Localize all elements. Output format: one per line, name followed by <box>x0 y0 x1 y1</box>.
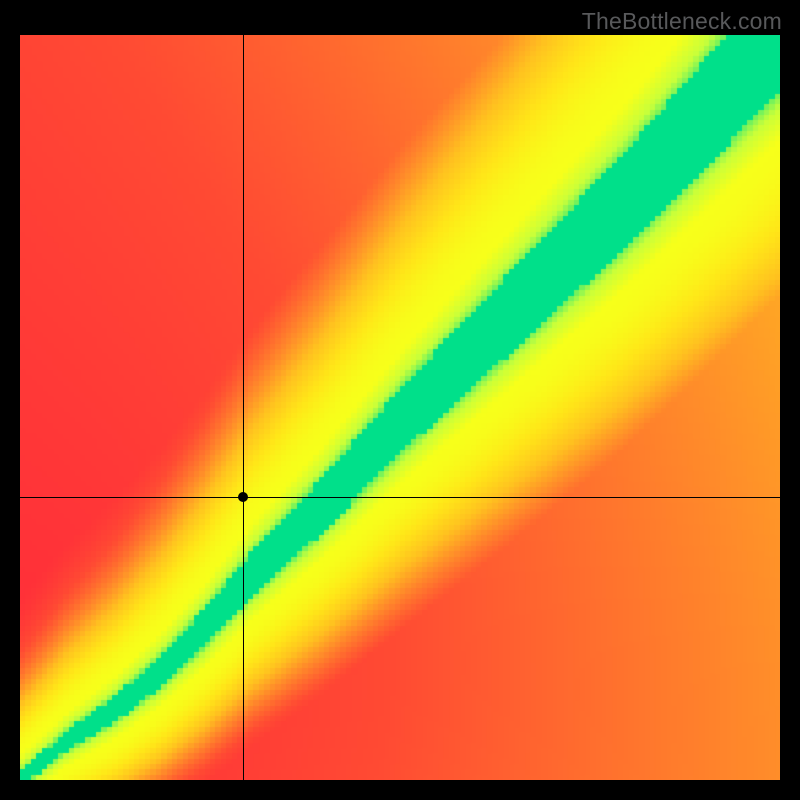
marker-dot <box>238 492 248 502</box>
crosshair-vertical <box>243 35 244 780</box>
crosshair-horizontal <box>20 497 780 498</box>
plot-area <box>20 35 780 780</box>
heatmap-canvas <box>20 35 780 780</box>
watermark-text: TheBottleneck.com <box>582 8 782 35</box>
chart-container: TheBottleneck.com <box>0 0 800 800</box>
